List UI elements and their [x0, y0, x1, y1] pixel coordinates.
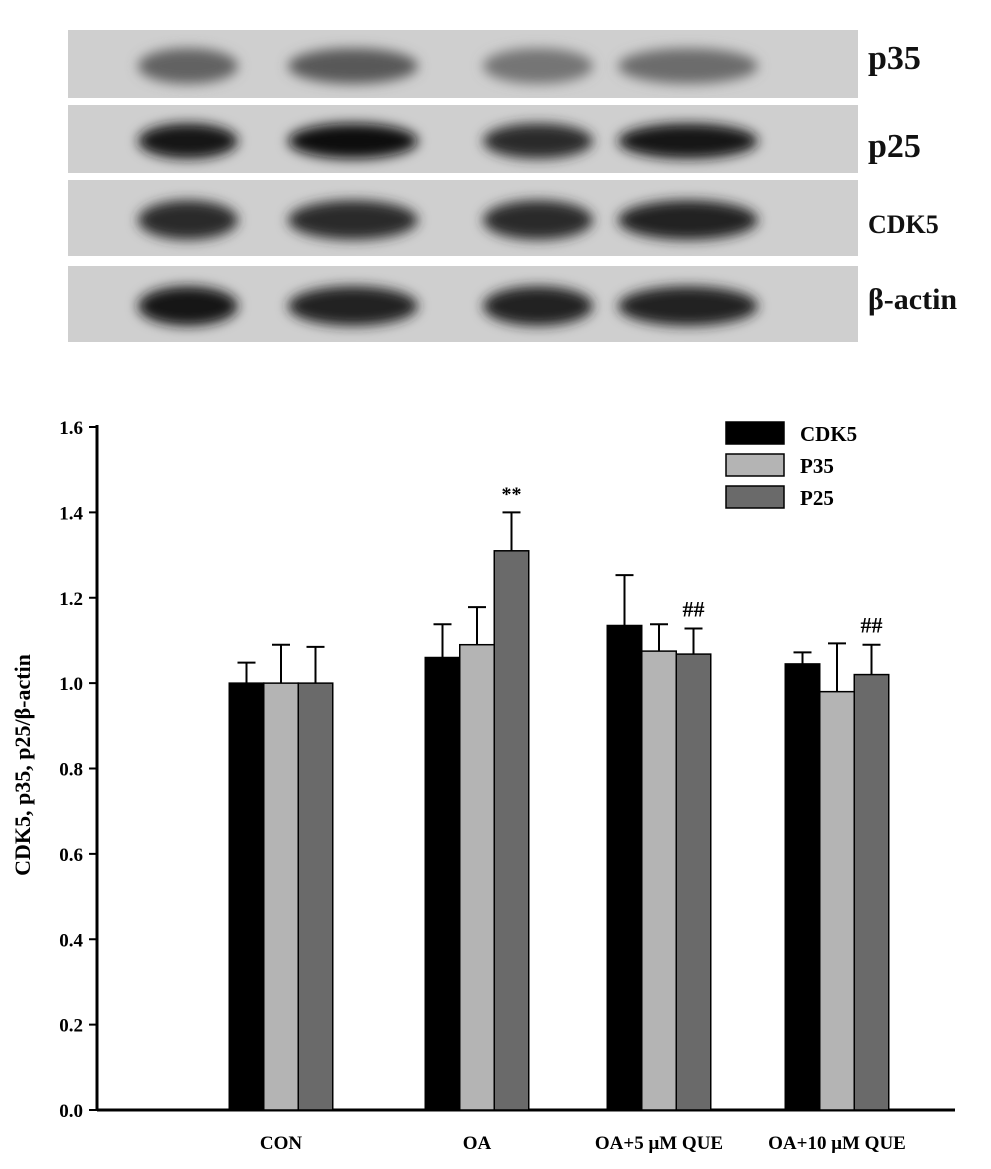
- significance-annotation: ##: [861, 613, 883, 638]
- blot-band: [618, 48, 758, 84]
- blot-label-cdk5: CDK5: [868, 210, 939, 239]
- significance-annotation: ##: [683, 596, 705, 621]
- legend-label-p35: P35: [800, 454, 834, 478]
- y-axis-label: CDK5, p35, p25/β-actin: [10, 654, 35, 876]
- bar-chart: 0.0 0.2 0.4 0.6 0.8 1.0 1.2 1.4 1.6 CON OA OA+5 μM …: [10, 418, 955, 1154]
- y-tick-label: 1.0: [59, 674, 83, 695]
- western-blot-panel: p35 p25 CDK5 β-actin: [0, 0, 991, 350]
- bar-p25-3: [853, 673, 890, 1111]
- legend-swatch-cdk5: [725, 421, 785, 445]
- blot-strip-p35-image: [68, 30, 858, 98]
- bar-cdk5-3: [784, 663, 821, 1111]
- x-tick-label: OA+5 μM QUE: [595, 1133, 723, 1154]
- bar-p35-0: [263, 682, 299, 1111]
- blot-strip-p25: [68, 105, 858, 173]
- bar-p35-1: [459, 643, 495, 1111]
- bar-p35-3: [819, 690, 855, 1111]
- bar-cdk5-2: [606, 624, 643, 1111]
- bar-p25-0: [297, 682, 334, 1111]
- blot-strip-p25-image: [68, 105, 858, 173]
- legend-swatch-p25: [725, 485, 785, 509]
- blot-band: [138, 48, 238, 84]
- legend-label-p25: P25: [800, 486, 834, 510]
- blot-band: [288, 123, 418, 159]
- bar-p25-2: [675, 653, 712, 1111]
- blot-band: [288, 200, 418, 240]
- blot-band: [618, 123, 758, 159]
- bar-p25-1: [493, 550, 530, 1111]
- plot-area: 0.0 0.2 0.4 0.6 0.8 1.0 1.2 1.4 1.6 CON OA OA+5 μM …: [59, 418, 955, 1154]
- x-tick-label: OA: [463, 1133, 492, 1154]
- blot-strip-cdk5-image: [68, 180, 858, 256]
- bar-p35-2: [641, 650, 677, 1111]
- y-tick-label: 1.2: [59, 589, 83, 610]
- blot-band: [618, 286, 758, 326]
- x-tick-label: CON: [260, 1133, 303, 1154]
- blot-band: [483, 123, 593, 159]
- blot-strip-p35: [68, 30, 858, 98]
- blot-band: [288, 48, 418, 84]
- blot-label-p25: p25: [868, 128, 921, 165]
- y-tick-label: 0.0: [59, 1101, 83, 1122]
- blot-label-p35: p35: [868, 40, 921, 77]
- blot-band: [138, 200, 238, 240]
- x-tick-label: OA+10 μM QUE: [768, 1133, 906, 1154]
- blot-strip-cdk5: [68, 180, 858, 256]
- y-tick-label: 1.4: [59, 503, 83, 524]
- legend-label-cdk5: CDK5: [800, 422, 857, 446]
- blot-strip-beta-actin-image: [68, 266, 858, 342]
- blot-band: [138, 123, 238, 159]
- legend-swatch-p35: [725, 453, 785, 477]
- y-tick-label: 0.6: [59, 845, 83, 866]
- y-tick-label: 1.6: [59, 418, 83, 439]
- blot-band: [138, 286, 238, 326]
- blot-strip-beta-actin: [68, 266, 858, 342]
- bar-cdk5-1: [424, 656, 461, 1111]
- blot-band: [483, 48, 593, 84]
- y-tick-label: 0.4: [59, 930, 83, 951]
- blot-band: [288, 286, 418, 326]
- bar-cdk5-0: [228, 682, 265, 1111]
- blot-band: [618, 200, 758, 240]
- blot-band: [483, 286, 593, 326]
- blot-label-beta-actin: β-actin: [868, 283, 958, 316]
- significance-annotation: **: [502, 483, 522, 505]
- y-tick-label: 0.2: [59, 1016, 83, 1037]
- y-tick-label: 0.8: [59, 760, 83, 781]
- blot-band: [483, 200, 593, 240]
